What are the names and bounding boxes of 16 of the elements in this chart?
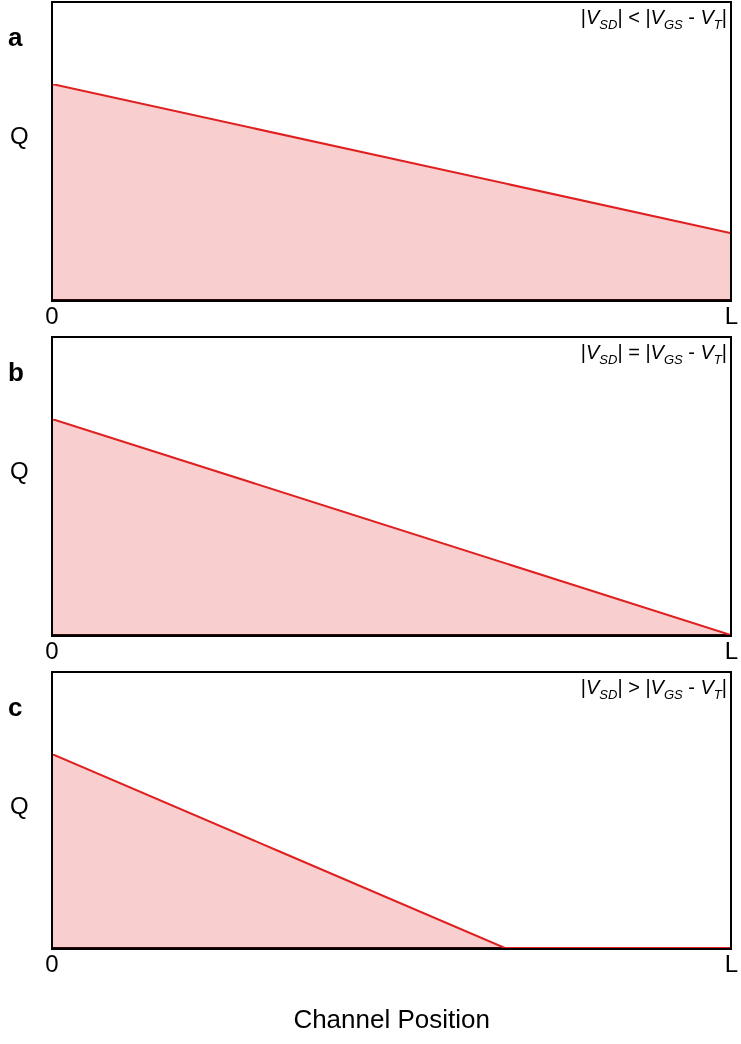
- y-axis-title: Q: [10, 457, 29, 485]
- text: |V$_{SD}$| < |V$_{GS}$ - V$_{T}$|: [580, 6, 727, 32]
- x-tick-label: L: [724, 302, 739, 330]
- chart-title: a: [8, 22, 23, 53]
- y-axis-title: Q: [10, 792, 29, 820]
- x-tick-label: 0: [45, 637, 59, 665]
- text: |V$_{SD}$| = |V$_{GS}$ - V$_{T}$|: [580, 341, 727, 367]
- x-tick-label: 0: [45, 950, 59, 978]
- chart-title: b: [8, 357, 24, 388]
- x-tick-label: L: [724, 637, 739, 665]
- x-tick-label: L: [724, 950, 739, 978]
- x-axis-title: Channel Position: [293, 1003, 490, 1034]
- x-tick-label: 0: [45, 302, 59, 330]
- y-axis-title: Q: [10, 122, 29, 150]
- chart-title: c: [8, 692, 23, 723]
- text: |V$_{SD}$| > |V$_{GS}$ - V$_{T}$|: [580, 676, 727, 702]
